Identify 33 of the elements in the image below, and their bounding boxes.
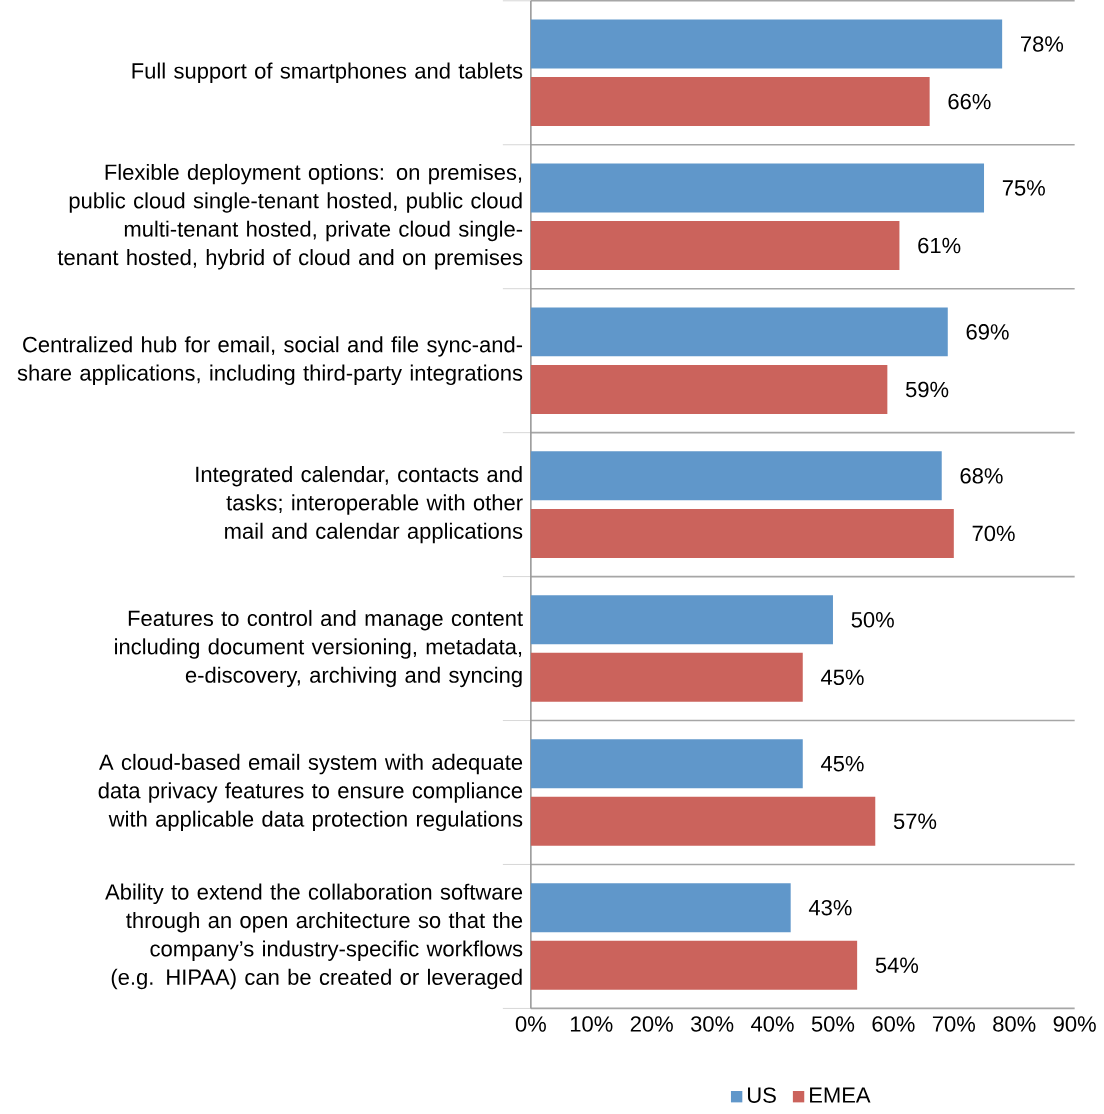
y-tick-label: Integrated calendar, contacts and tasks; interoperable with other mail and calendar applications — [196, 465, 523, 544]
data-label: 70% — [972, 525, 1015, 542]
data-label: 69% — [966, 324, 1009, 340]
x-tick-label: 90% — [1053, 1016, 1096, 1032]
legend-label: EMEA — [810, 1087, 871, 1103]
x-tick-label: 30% — [690, 1016, 734, 1032]
y-tick-label: Centralized hub for email, social and file sync-and-share applications, including third-party integrations — [17, 336, 523, 386]
data-label: 50% — [851, 612, 894, 628]
x-tick-label: 50% — [811, 1016, 855, 1032]
y-tick-label: Features to control and manage content including document versioning, metadata, e-discovery, archiving and syncing — [115, 609, 523, 688]
data-label: 59% — [905, 381, 949, 398]
x-tick-label: 60% — [872, 1016, 915, 1032]
y-tick-label: Full support of smartphones and tablets — [132, 62, 523, 84]
y-tick-label: Ability to extend the collaboration software through an open architecture so that the company’s industry-specific workflows (e.g. HIPAA) can be created or leveraged — [105, 883, 523, 990]
legend-label: US — [748, 1087, 776, 1103]
data-label: 54% — [875, 957, 919, 973]
x-tick-label: 40% — [751, 1016, 794, 1032]
data-label: 75% — [1002, 180, 1045, 196]
data-label: 43% — [808, 899, 852, 916]
x-tick-label: 20% — [630, 1016, 673, 1032]
x-tick-label: 80% — [993, 1016, 1036, 1032]
x-tick-label: 70% — [932, 1016, 976, 1032]
y-tick-label: A cloud-based email system with adequate data privacy features to ensure compliance with applicable data protection regulations — [98, 753, 523, 832]
data-label: 57% — [893, 813, 937, 830]
data-label: 68% — [960, 468, 1003, 484]
x-tick-label: 0% — [515, 1016, 546, 1032]
data-label: 78% — [1021, 36, 1064, 52]
y-tick-label: Flexible deployment options: on premises, public cloud single-tenant hosted, public cloud multi-tenant hosted, private cloud single-tenant hosted, hybrid of cloud and on premises — [57, 163, 523, 270]
data-label: 66% — [948, 93, 991, 110]
data-label: 45% — [820, 756, 864, 772]
data-label: 61% — [918, 237, 961, 254]
x-tick-label: 10% — [570, 1016, 613, 1032]
data-label: 45% — [820, 669, 864, 686]
